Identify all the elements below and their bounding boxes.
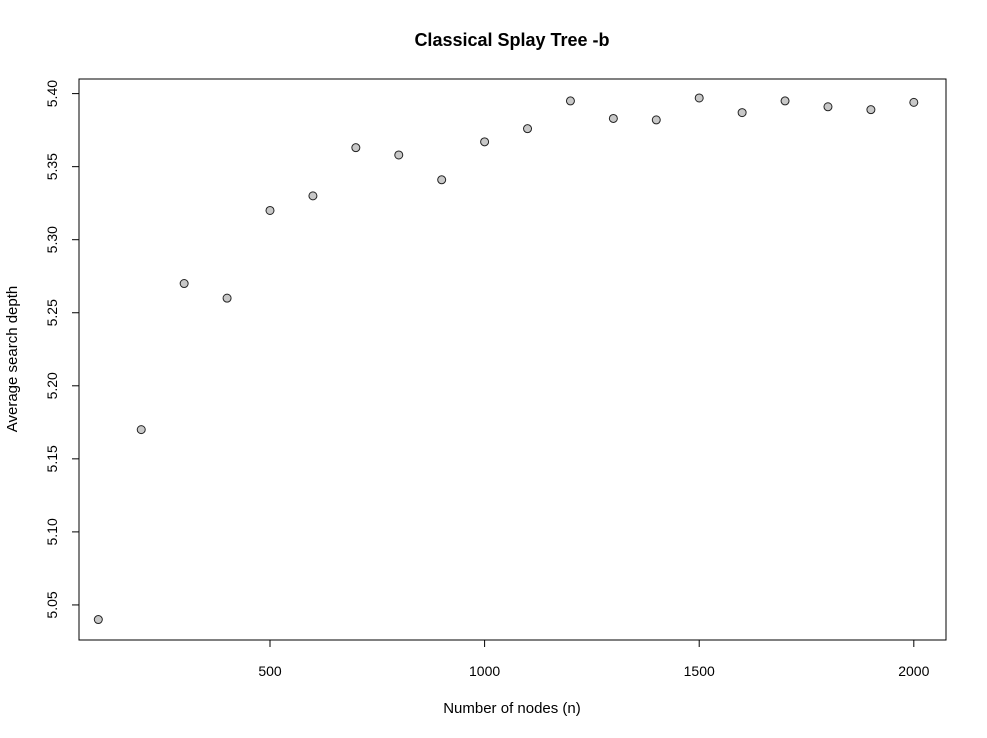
data-point <box>308 191 318 201</box>
data-point <box>909 97 919 107</box>
plot-frame <box>78 78 947 641</box>
data-points <box>93 93 919 625</box>
x-axis-label: Number of nodes (n) <box>443 700 581 717</box>
data-point <box>93 615 103 625</box>
data-point <box>179 279 189 289</box>
x-tick-label: 1500 <box>684 663 715 679</box>
data-point <box>523 124 533 134</box>
y-tick-label: 5.25 <box>44 299 60 326</box>
y-tick-label: 5.20 <box>44 372 60 399</box>
x-tick-label: 1000 <box>469 663 500 679</box>
data-point <box>480 137 490 147</box>
data-point <box>136 425 146 435</box>
chart-title: Classical Splay Tree -b <box>414 30 609 50</box>
data-point <box>737 108 747 118</box>
data-point <box>265 205 275 215</box>
data-point <box>694 93 704 103</box>
data-point <box>565 96 575 106</box>
y-tick-label: 5.15 <box>44 445 60 472</box>
data-point <box>651 115 661 125</box>
data-point <box>823 102 833 112</box>
x-tick-label: 500 <box>258 663 282 679</box>
y-tick-label: 5.30 <box>44 226 60 253</box>
y-axis-label: Average search depth <box>4 286 21 433</box>
data-point <box>608 113 618 123</box>
y-tick-label: 5.05 <box>44 591 60 618</box>
data-point <box>437 175 447 185</box>
y-tick-label: 5.35 <box>44 153 60 180</box>
data-point <box>222 293 232 303</box>
y-tick-label: 5.10 <box>44 518 60 545</box>
x-tick-label: 2000 <box>898 663 929 679</box>
data-point <box>866 105 876 115</box>
y-axis: 5.05 5.10 5.15 5.20 5.25 5.30 5.35 5.40 <box>44 80 80 619</box>
y-tick-label: 5.40 <box>44 80 60 107</box>
x-axis: 500 1000 1500 2000 <box>258 639 930 679</box>
data-point <box>780 96 790 106</box>
data-point <box>351 143 361 153</box>
data-point <box>394 150 404 160</box>
